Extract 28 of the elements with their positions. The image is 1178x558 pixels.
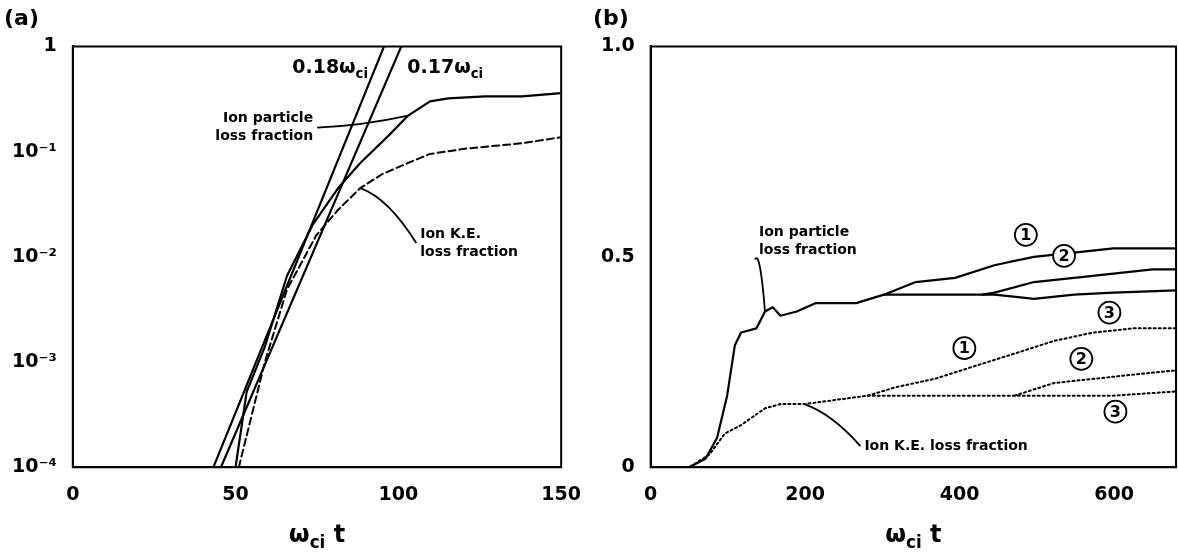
y-tick-label: 10⁻⁴ bbox=[11, 454, 57, 477]
series-label: 1 bbox=[1020, 224, 1032, 244]
x-tick-label: 150 bbox=[541, 481, 582, 504]
x-tick-label: 0 bbox=[644, 481, 658, 504]
series-label: 2 bbox=[1058, 246, 1070, 265]
y-tick-label: 10⁻¹ bbox=[11, 138, 57, 161]
x-tick-label: 100 bbox=[378, 481, 419, 504]
annotation: Ion particle loss fraction bbox=[215, 109, 314, 144]
x-tick-label: 200 bbox=[785, 481, 826, 504]
x-tick-label: 400 bbox=[939, 481, 980, 504]
y-tick-label: 10⁻² bbox=[11, 243, 57, 266]
y-tick-label: 10⁻³ bbox=[11, 348, 57, 371]
y-tick-label: 1.0 bbox=[600, 33, 635, 56]
series-label: 3 bbox=[1109, 401, 1121, 421]
series-label: 3 bbox=[1103, 302, 1115, 322]
series-label: 2 bbox=[1075, 348, 1087, 368]
chart-title: (b) bbox=[593, 4, 629, 30]
annotation: Ion particle loss fraction bbox=[759, 223, 857, 258]
x-tick-label: 600 bbox=[1094, 481, 1135, 504]
y-tick-label: 0 bbox=[621, 454, 635, 477]
annotation: Ion K.E. loss fraction bbox=[864, 436, 1028, 453]
series-label: 1 bbox=[958, 338, 970, 358]
x-tick-label: 0 bbox=[66, 481, 80, 504]
annotation: Ion K.E. loss fraction bbox=[420, 224, 519, 259]
chart-title: (a) bbox=[4, 4, 39, 30]
y-tick-label: 0.5 bbox=[600, 243, 635, 266]
x-tick-label: 50 bbox=[222, 481, 249, 504]
y-tick-label: 1 bbox=[43, 33, 57, 56]
